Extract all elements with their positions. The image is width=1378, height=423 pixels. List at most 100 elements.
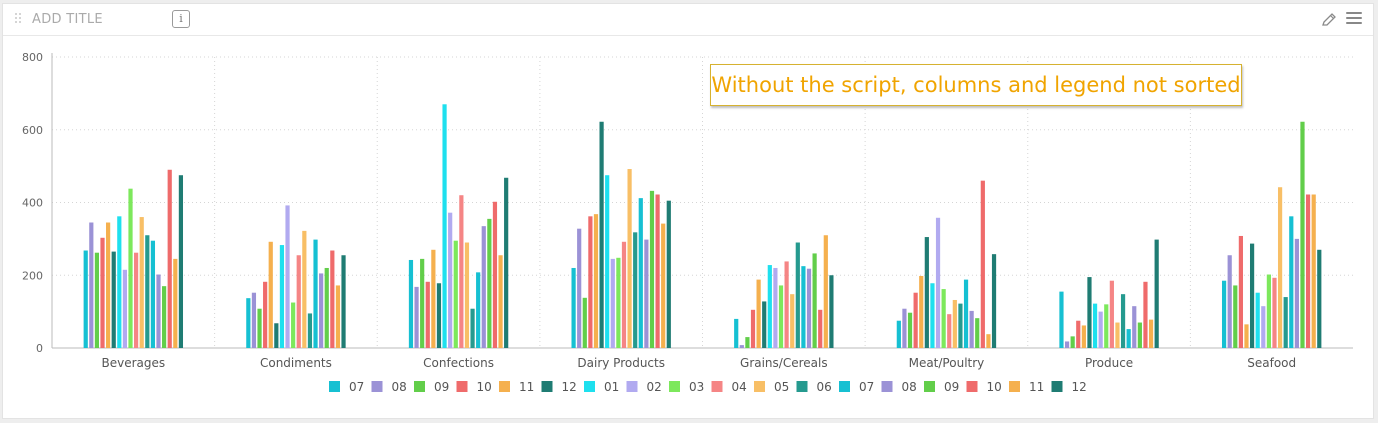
bar-02-3 bbox=[610, 258, 615, 348]
hamburger-menu-icon[interactable] bbox=[1346, 12, 1362, 26]
bar-11-7 bbox=[1311, 194, 1316, 348]
bar-08-7 bbox=[1294, 238, 1299, 348]
info-icon[interactable]: i bbox=[172, 10, 190, 28]
bar-10-1 bbox=[263, 281, 268, 348]
bar-03-4 bbox=[778, 285, 784, 348]
bar-07-2 bbox=[476, 272, 481, 348]
bar-07-3 bbox=[571, 267, 576, 348]
legend-swatch bbox=[839, 381, 850, 392]
legend-swatch bbox=[626, 381, 638, 392]
bar-03-1 bbox=[291, 302, 296, 348]
bar-07-6 bbox=[1126, 329, 1131, 348]
x-tick-label: Dairy Products bbox=[577, 356, 665, 370]
drag-handle-icon[interactable] bbox=[15, 13, 23, 25]
bar-08-2 bbox=[481, 226, 486, 348]
x-tick-label: Seafood bbox=[1247, 356, 1296, 370]
bar-08-0 bbox=[89, 222, 94, 348]
bar-07-4 bbox=[801, 266, 806, 348]
legend-label: 04 bbox=[732, 380, 747, 394]
bar-12-3 bbox=[599, 121, 604, 348]
legend-label: 09 bbox=[944, 380, 959, 394]
bar-07-0 bbox=[83, 250, 88, 348]
bar-11-5 bbox=[986, 334, 991, 348]
bar-02-0 bbox=[122, 269, 128, 348]
bar-10-2 bbox=[492, 201, 498, 348]
bar-08-0 bbox=[156, 274, 161, 348]
bar-07-2 bbox=[408, 259, 414, 348]
legend-label: 02 bbox=[647, 380, 662, 394]
bar-03-6 bbox=[1104, 304, 1109, 348]
legend-label: 03 bbox=[689, 380, 704, 394]
widget-title[interactable]: ADD TITLE bbox=[32, 12, 103, 27]
bar-11-5 bbox=[919, 275, 924, 348]
bar-02-4 bbox=[773, 267, 778, 348]
bar-09-4 bbox=[812, 253, 817, 348]
bar-08-6 bbox=[1132, 306, 1137, 348]
bar-07-3 bbox=[638, 198, 643, 348]
x-tick-label: Grains/Cereals bbox=[740, 356, 828, 370]
bar-06-1 bbox=[307, 313, 313, 348]
legend-label: 08 bbox=[392, 380, 407, 394]
bar-08-3 bbox=[577, 228, 582, 348]
bar-11-6 bbox=[1081, 325, 1086, 348]
bar-01-3 bbox=[605, 175, 610, 348]
bar-10-3 bbox=[588, 216, 593, 348]
bar-07-1 bbox=[246, 298, 251, 348]
bar-10-5 bbox=[913, 292, 918, 348]
bar-07-5 bbox=[896, 320, 901, 348]
bar-05-0 bbox=[139, 217, 144, 348]
bar-10-0 bbox=[100, 237, 105, 348]
legend-swatch bbox=[669, 381, 680, 392]
bar-05-4 bbox=[790, 294, 795, 348]
bar-07-7 bbox=[1289, 216, 1294, 348]
bar-11-1 bbox=[335, 285, 341, 348]
legend-label: 07 bbox=[859, 380, 874, 394]
bar-10-4 bbox=[818, 309, 823, 348]
bar-07-5 bbox=[963, 279, 969, 348]
bar-04-6 bbox=[1109, 280, 1114, 348]
bar-05-1 bbox=[302, 230, 307, 348]
bar-04-0 bbox=[134, 252, 139, 348]
bar-02-5 bbox=[935, 217, 941, 348]
pencil-icon[interactable] bbox=[1320, 12, 1338, 28]
bar-12-2 bbox=[504, 177, 509, 348]
y-tick-label: 600 bbox=[22, 124, 43, 137]
bar-08-4 bbox=[806, 268, 812, 348]
bar-05-2 bbox=[464, 242, 470, 348]
bar-10-7 bbox=[1238, 235, 1243, 348]
bar-08-5 bbox=[969, 310, 974, 348]
bar-11-3 bbox=[593, 214, 599, 348]
bar-11-1 bbox=[268, 241, 273, 348]
bar-06-7 bbox=[1283, 297, 1288, 348]
legend-swatch bbox=[414, 381, 425, 392]
bar-01-0 bbox=[117, 216, 122, 348]
legend-swatch bbox=[796, 381, 808, 392]
bar-09-5 bbox=[975, 318, 980, 348]
bar-08-2 bbox=[414, 286, 419, 348]
bar-08-6 bbox=[1064, 341, 1070, 348]
bar-06-3 bbox=[633, 232, 638, 348]
x-tick-label: Confections bbox=[423, 356, 494, 370]
bar-09-3 bbox=[649, 190, 655, 348]
legend-label: 08 bbox=[902, 380, 917, 394]
legend-swatch bbox=[754, 381, 765, 392]
bar-05-5 bbox=[952, 299, 957, 348]
bar-12-0 bbox=[178, 175, 184, 348]
bar-09-7 bbox=[1300, 121, 1305, 348]
bar-12-5 bbox=[924, 237, 929, 348]
bar-03-0 bbox=[128, 188, 133, 348]
legend-swatch bbox=[541, 381, 553, 392]
bar-10-4 bbox=[750, 309, 756, 348]
bar-11-2 bbox=[431, 249, 436, 348]
bar-12-3 bbox=[666, 200, 671, 348]
bar-12-4 bbox=[829, 275, 834, 348]
bar-08-1 bbox=[251, 292, 257, 348]
bar-10-5 bbox=[980, 180, 985, 348]
bar-09-0 bbox=[162, 286, 167, 348]
bar-03-3 bbox=[616, 257, 621, 348]
bar-04-1 bbox=[296, 255, 301, 348]
bar-03-5 bbox=[941, 289, 946, 348]
bar-01-6 bbox=[1092, 303, 1098, 348]
bar-10-2 bbox=[425, 281, 430, 348]
bar-11-3 bbox=[661, 223, 666, 348]
